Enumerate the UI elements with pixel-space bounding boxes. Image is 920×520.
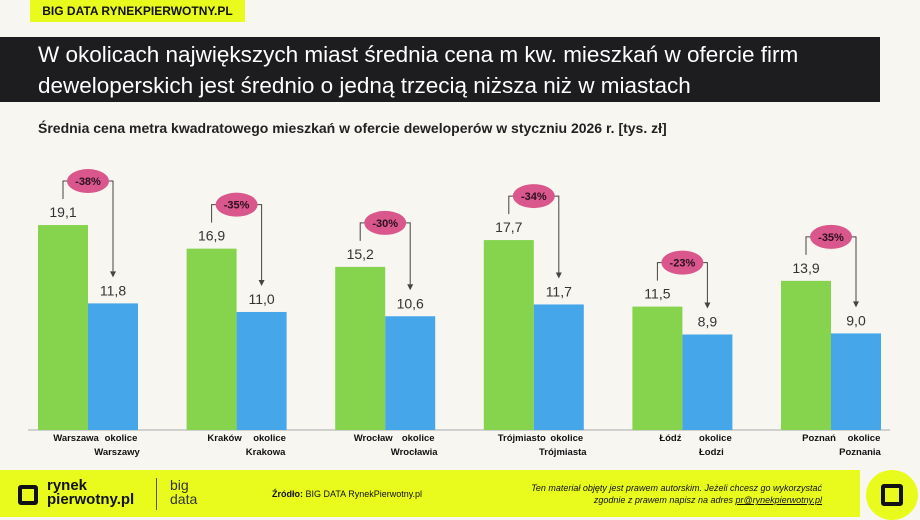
- diff-label: -35%: [818, 232, 844, 244]
- copyright-line-1: Ten materiał objęty jest prawem autorski…: [531, 483, 822, 493]
- diff-label: -30%: [372, 218, 398, 230]
- bar-city: [186, 248, 237, 430]
- bar-suburb: [831, 333, 881, 430]
- value-label-city: 16,9: [198, 228, 225, 244]
- category-label-suburb: okolice: [699, 433, 732, 444]
- bar-city: [632, 306, 683, 430]
- logo-icon: [18, 485, 38, 505]
- diff-label: -23%: [670, 258, 696, 270]
- value-label-city: 13,9: [792, 260, 819, 276]
- value-label-city: 19,1: [49, 204, 76, 220]
- copyright-note: Ten materiał objęty jest prawem autorski…: [531, 482, 822, 506]
- logo-badge: [866, 470, 918, 520]
- category-label-suburb: okolice: [105, 433, 138, 444]
- logo-line-1: rynek: [47, 477, 88, 494]
- category-label-suburb: okolice: [402, 433, 435, 444]
- category-label-suburb-name: Łodzi: [699, 447, 724, 458]
- bar-city: [483, 240, 534, 430]
- value-label-suburb: 9,0: [846, 312, 866, 328]
- value-label-suburb: 11,7: [546, 283, 572, 299]
- bar-suburb: [385, 316, 436, 430]
- brand-tag: BIG DATA RYNEKPIERWOTNY.PL: [30, 0, 245, 22]
- category-label-suburb-name: Warszawy: [94, 447, 140, 458]
- source-label: Źródło:: [272, 489, 303, 499]
- value-label-suburb: 8,9: [698, 314, 718, 330]
- bigdata-logo: big data: [170, 478, 197, 506]
- bar-city: [781, 280, 831, 430]
- category-label-city: Trójmiasto: [498, 433, 546, 444]
- category-label-city: Poznań: [802, 433, 836, 444]
- divider: [156, 478, 157, 510]
- category-label-suburb: okolice: [550, 433, 583, 444]
- bar-suburb: [236, 311, 287, 430]
- bar-suburb: [533, 304, 584, 430]
- category-label-suburb-name: Trójmiasta: [539, 447, 587, 458]
- diff-badge: [67, 169, 109, 194]
- arrow-head-icon: [555, 272, 562, 279]
- source-text: BIG DATA RynekPierwotny.pl: [305, 489, 423, 499]
- diff-label: -35%: [224, 200, 250, 212]
- arrow-head-icon: [407, 284, 414, 291]
- logo-text: rynek pierwotny.pl: [47, 477, 135, 508]
- copyright-line-2: zgodnie z prawem napisz na adres: [593, 495, 736, 505]
- bar-city: [38, 225, 88, 430]
- category-label-city: Wrocław: [354, 433, 394, 444]
- diff-badge: [661, 250, 704, 275]
- arrow-head-icon: [704, 302, 711, 309]
- diff-badge: [810, 224, 852, 249]
- category-label-suburb-name: Poznania: [839, 447, 881, 458]
- value-label-city: 15,2: [347, 246, 374, 262]
- bar-city: [335, 266, 386, 430]
- diff-badge: [364, 210, 407, 235]
- category-label-city: Warszawa: [53, 433, 99, 444]
- big-text: big: [170, 477, 189, 493]
- footer: rynek pierwotny.pl big data Źródło: BIG DA…: [0, 470, 860, 517]
- value-label-suburb: 10,6: [397, 295, 424, 311]
- value-label-city: 17,7: [495, 219, 522, 235]
- logo-line-2: pierwotny.pl: [47, 491, 135, 508]
- source: Źródło: BIG DATA RynekPierwotny.pl: [272, 489, 422, 499]
- category-label-city: Kraków: [207, 433, 242, 444]
- diff-badge: [215, 192, 258, 217]
- arrow-head-icon: [110, 271, 116, 278]
- diff-label: -38%: [75, 176, 101, 188]
- data-text: data: [170, 491, 198, 507]
- category-label-suburb: okolice: [848, 433, 881, 444]
- headline: W okolicach największych miast średnia c…: [0, 37, 880, 102]
- category-label-suburb-name: Krakowa: [246, 447, 286, 458]
- category-label-suburb-name: Wrocławia: [391, 447, 439, 458]
- category-label-city: Łódź: [659, 433, 681, 444]
- diff-badge: [512, 184, 555, 209]
- value-label-suburb: 11,0: [248, 291, 274, 307]
- bar-suburb: [682, 334, 733, 430]
- arrow-head-icon: [258, 279, 265, 286]
- category-label-suburb: okolice: [253, 433, 286, 444]
- chart-title: Średnia cena metra kwadratowego mieszkań…: [38, 120, 667, 136]
- logo-square-icon: [881, 484, 903, 506]
- arrow-head-icon: [853, 301, 859, 308]
- value-label-suburb: 11,8: [100, 282, 126, 298]
- bar-suburb: [88, 303, 138, 430]
- email-link[interactable]: pr@rynekpierwotny.pl: [735, 495, 822, 505]
- value-label-city: 11,5: [644, 286, 670, 302]
- bar-chart: 19,1 11,8 -38% Warszawa okolice Warszawy 16,9 1…: [28, 169, 890, 458]
- diff-label: -34%: [521, 191, 547, 203]
